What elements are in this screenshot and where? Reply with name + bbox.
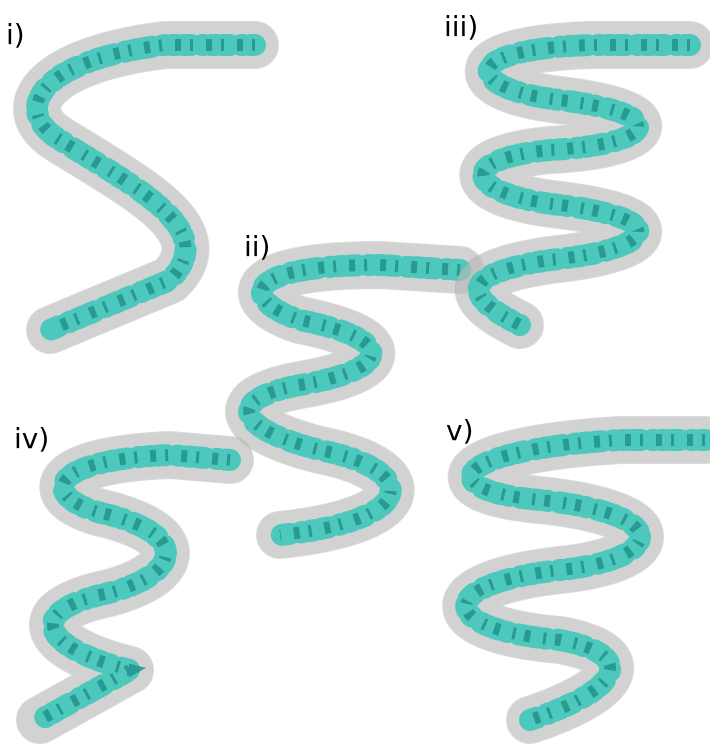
panel-iii: iii) — [444, 10, 690, 325]
figure: i) ii) iii) iv) v) — [0, 0, 710, 749]
panel-label: iv) — [14, 422, 49, 455]
panel-label: v) — [446, 414, 474, 447]
panel-ii: ii) — [244, 230, 460, 535]
panel-label: iii) — [444, 10, 478, 43]
panel-label: ii) — [244, 230, 270, 263]
panel-v: v) — [446, 414, 705, 720]
panel-label: i) — [6, 18, 25, 51]
panel-iv: iv) — [14, 422, 230, 720]
panel-i: i) — [6, 18, 255, 330]
